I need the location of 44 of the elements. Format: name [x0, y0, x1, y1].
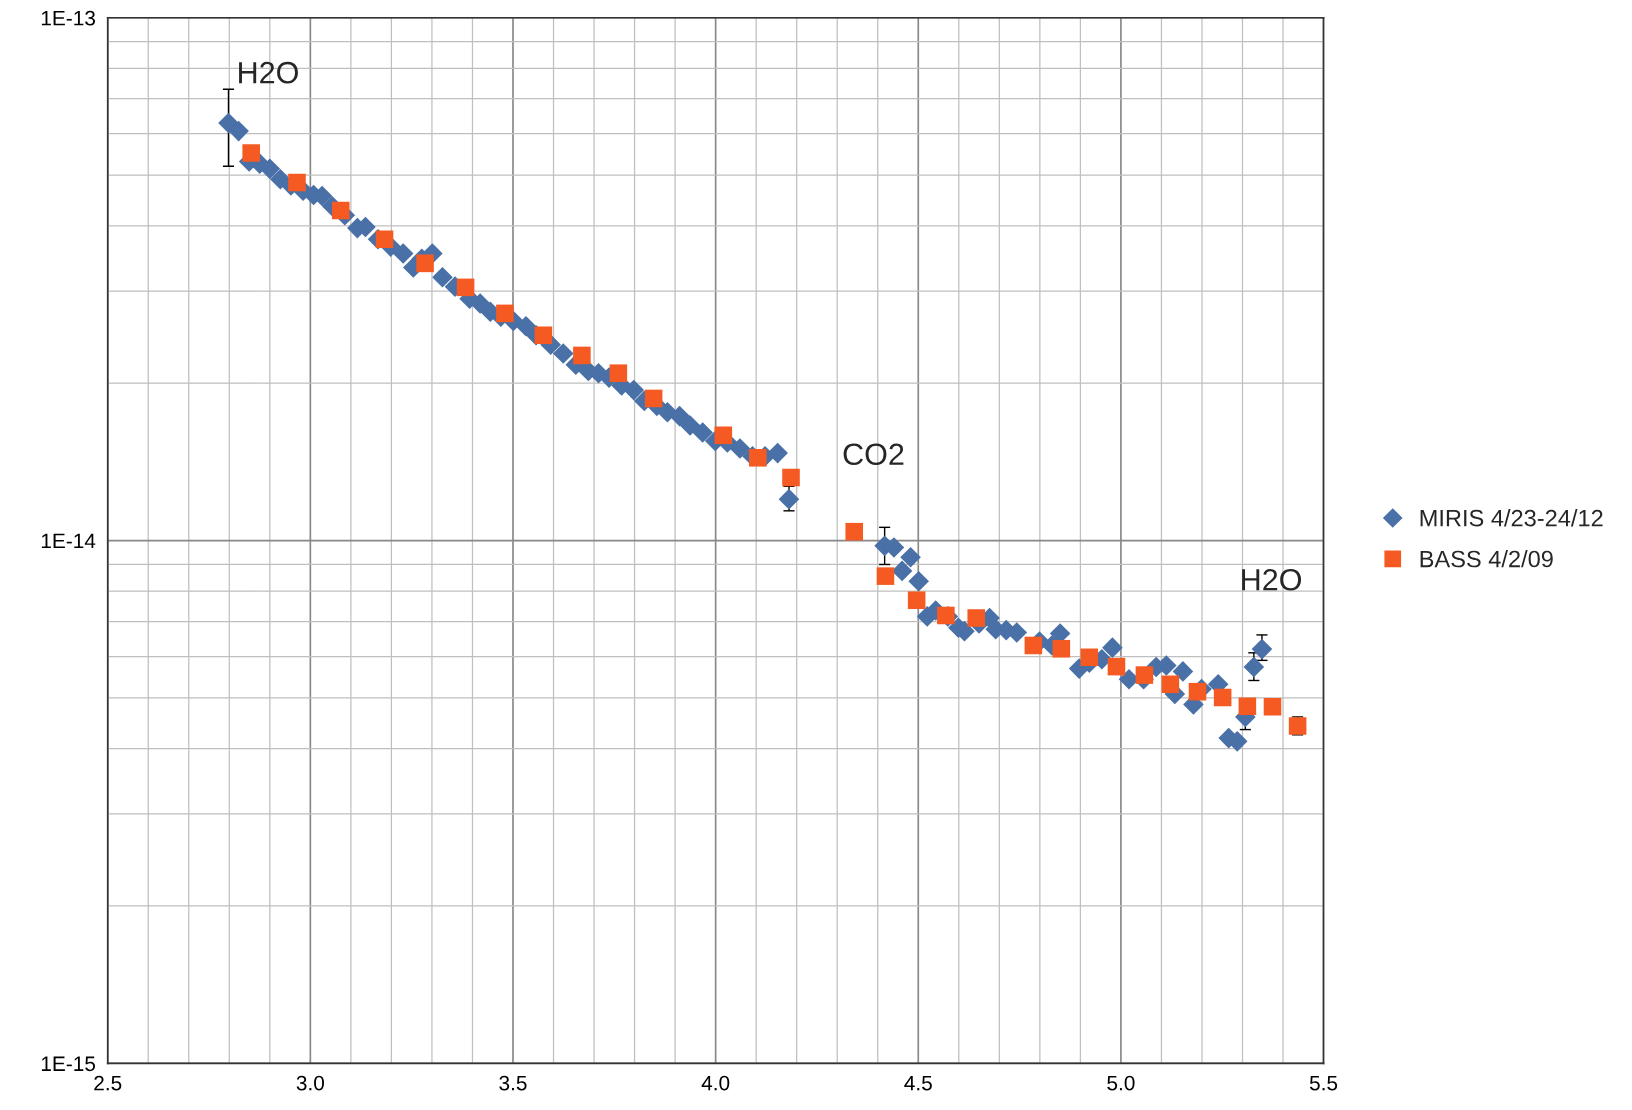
legend-label: BASS 4/2/09 — [1420, 550, 1553, 568]
y-tick-label: 1E-14 — [41, 533, 96, 549]
point — [1080, 648, 1099, 667]
x-tick-label: 5.0 — [1107, 1075, 1135, 1091]
point — [876, 567, 895, 585]
point — [375, 230, 394, 249]
point — [967, 609, 986, 627]
point — [416, 254, 434, 273]
point — [573, 346, 591, 365]
point — [845, 522, 864, 541]
y-tick-label: 1E-13 — [41, 10, 95, 26]
point — [1161, 675, 1180, 694]
point — [1052, 639, 1071, 658]
point — [288, 173, 306, 192]
annotation: H2O — [239, 61, 298, 84]
annotation: H2O — [1242, 568, 1302, 591]
point — [1107, 657, 1126, 676]
point — [331, 201, 350, 220]
point — [609, 364, 628, 382]
point — [907, 591, 926, 609]
x-tick-label: 3.5 — [499, 1075, 527, 1091]
point — [534, 326, 553, 345]
x-tick-label: 2.5 — [94, 1075, 122, 1091]
x-tick-label: 4.5 — [904, 1075, 932, 1091]
point — [714, 426, 733, 445]
point — [456, 278, 475, 297]
x-tick-label: 5.5 — [1309, 1075, 1338, 1091]
point — [496, 304, 514, 323]
point — [242, 144, 260, 162]
point — [749, 448, 767, 467]
x-tick-label: 4.0 — [701, 1075, 730, 1091]
point — [1188, 682, 1207, 701]
y-tick-label: 1E-15 — [41, 1056, 96, 1072]
point — [1213, 688, 1232, 707]
point — [1024, 636, 1043, 655]
point — [1238, 697, 1257, 716]
point — [644, 389, 663, 408]
point — [937, 606, 955, 625]
point — [782, 468, 800, 487]
annotation: CO2 — [843, 443, 904, 466]
x-tick-label: 3.0 — [296, 1075, 325, 1091]
legend-label: MIRIS 4/23-24/12 — [1420, 509, 1603, 527]
point — [1263, 697, 1282, 716]
point — [1135, 666, 1154, 684]
